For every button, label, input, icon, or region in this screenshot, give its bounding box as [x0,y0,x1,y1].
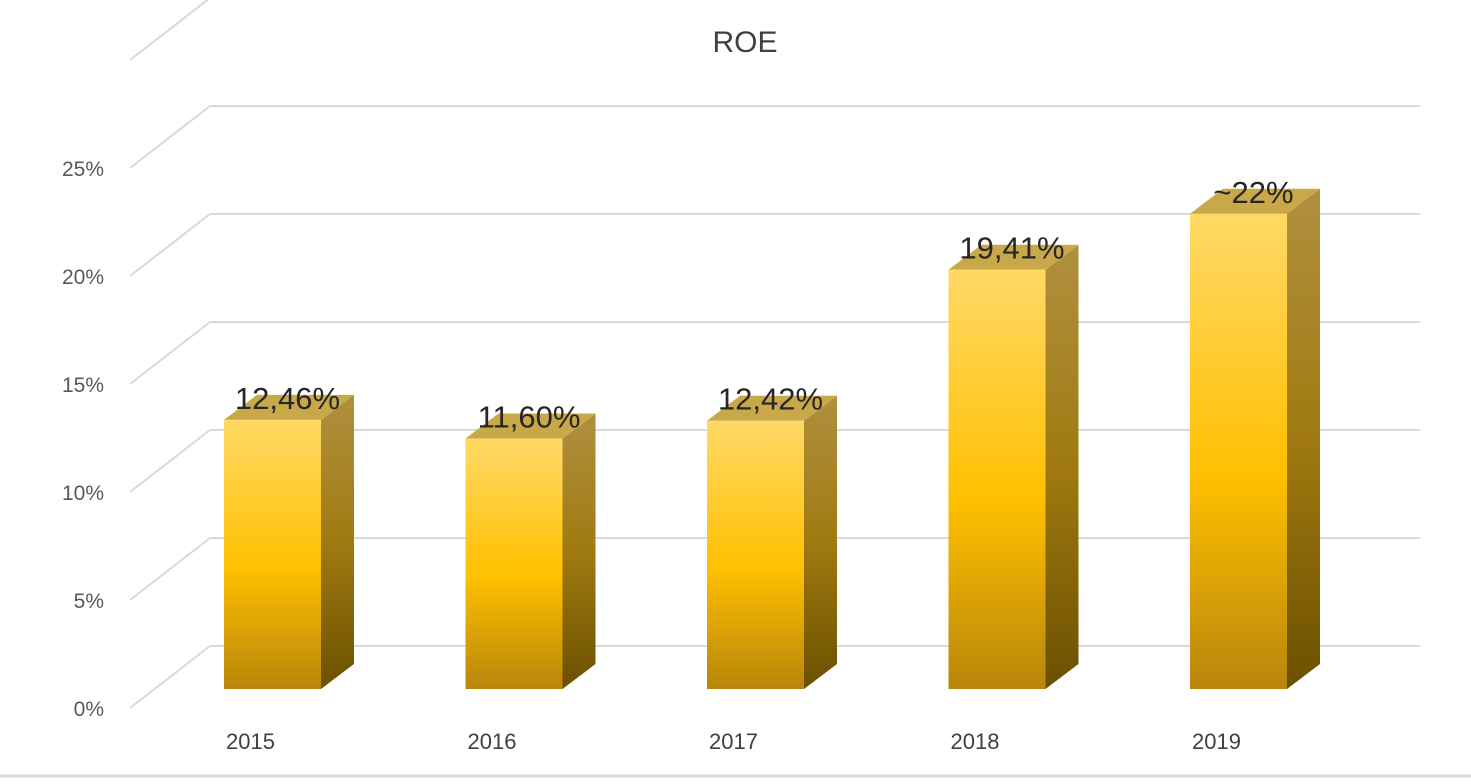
y-tick-label: 5% [74,590,104,613]
bar-side [562,413,596,689]
data-label: 12,46% [235,381,340,416]
data-label: ~22% [1213,175,1293,210]
bar-front [707,420,804,689]
gridline-diagonal [129,429,211,493]
bar-2015: 12,46% [224,381,354,689]
x-category-label: 2019 [1192,729,1241,754]
bar-side [1287,188,1320,690]
bar-2016: 11,60% [465,399,596,689]
x-category-label: 2017 [709,729,758,754]
x-category-label: 2018 [951,729,1000,754]
gridline-diagonal [129,0,210,61]
gridline-diagonal [129,645,211,709]
chart-title: ROE [712,26,777,59]
bar-front [1190,213,1287,690]
bar-front [465,438,563,689]
y-tick-label: 15% [62,374,104,397]
y-tick-label: 20% [62,266,104,289]
y-axis-ticks: 0% 5% 10% 15% 20% 25% [62,158,104,721]
bar-side [804,395,837,689]
bar-2018: 19,41% [948,231,1079,689]
bar-top [465,413,596,439]
gridline-diagonal [129,537,211,601]
data-label: 12,42% [718,382,823,417]
bar-2019: ~22% [1190,175,1320,690]
bar-side [321,394,354,689]
gridline-diagonal [129,105,211,169]
x-category-label: 2015 [226,729,275,754]
gridline-diagonal [129,213,211,277]
data-label: 11,60% [478,399,581,434]
y-tick-label: 25% [62,158,104,181]
x-category-label: 2016 [468,729,517,754]
bars: 12,46% 11,60% 12,42% 19,41% ~22% [224,175,1320,690]
bar-side [1045,244,1079,689]
bar-top [1190,188,1320,214]
bar-front [224,419,321,689]
bar-top [707,395,837,421]
gridline-diagonal [129,321,211,385]
y-tick-label: 10% [62,482,104,505]
bar-front [948,269,1046,689]
x-axis-categories: 2015 2016 2017 2018 2019 [226,729,1241,754]
data-label: 19,41% [959,231,1064,266]
y-tick-label: 0% [74,698,104,721]
bar-2017: 12,42% [707,382,837,689]
bar-top [224,394,354,420]
bar-top [948,244,1079,270]
